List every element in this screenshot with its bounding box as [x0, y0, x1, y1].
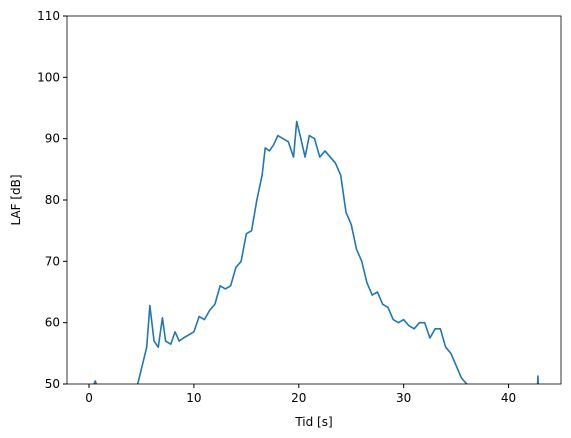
plot-frame	[66, 15, 562, 385]
x-tick-label: 0	[85, 391, 93, 405]
plot-area	[93, 120, 540, 384]
y-tick-label: 50	[45, 377, 60, 391]
y-tick-label: 70	[45, 254, 60, 268]
y-tick-label: 60	[45, 316, 60, 330]
data-line	[93, 120, 540, 384]
y-tick-label: 110	[37, 9, 60, 23]
x-axis-label: Tid [s]	[294, 415, 332, 429]
x-tick-label: 30	[396, 391, 411, 405]
y-tick-label: 100	[37, 70, 60, 84]
x-tick-label: 20	[291, 391, 306, 405]
x-tick-label: 10	[186, 391, 201, 405]
y-tick-label: 90	[45, 132, 60, 146]
x-tick-label: 40	[501, 391, 516, 405]
y-axis-label: LAF [dB]	[9, 174, 23, 225]
y-tick-label: 80	[45, 193, 60, 207]
